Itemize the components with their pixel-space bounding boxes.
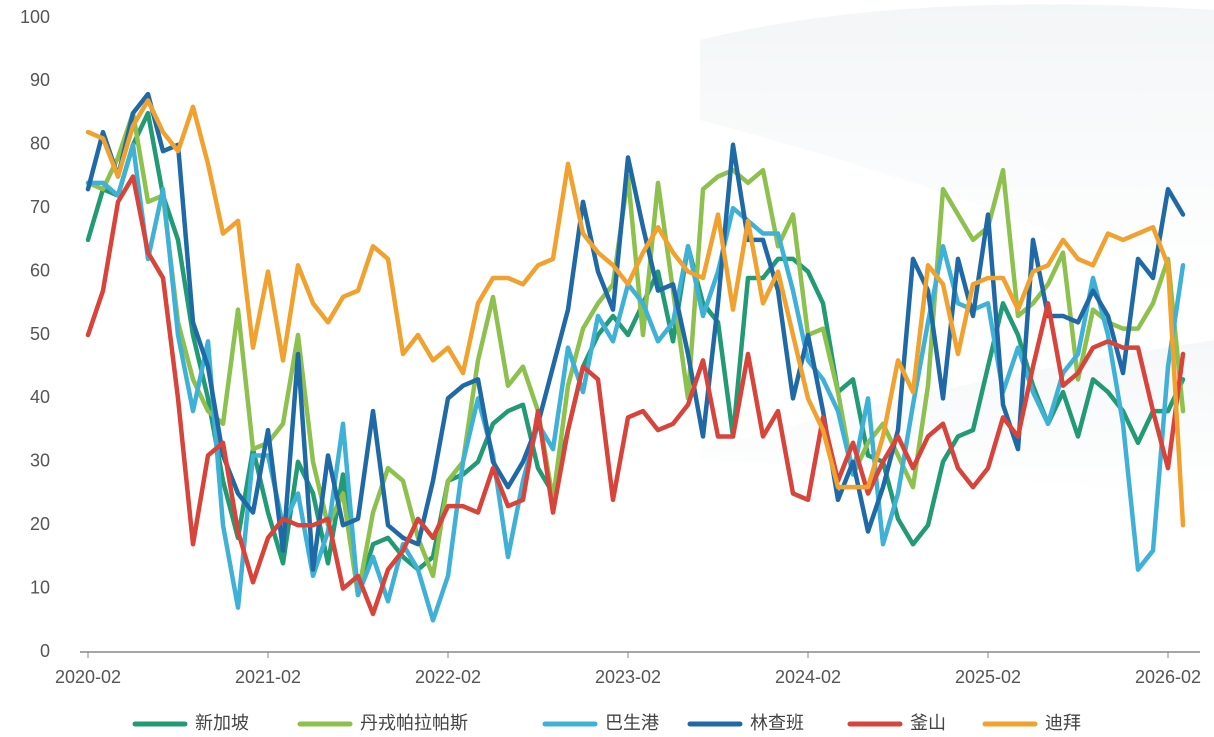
legend-label: 新加坡 (195, 713, 249, 733)
y-tick-label: 70 (30, 197, 50, 217)
x-tick-label: 2022-02 (415, 667, 481, 687)
series-line (85, 91, 1186, 572)
legend-label: 巴生港 (605, 713, 659, 733)
series-line (85, 98, 1186, 528)
legend-label: 林查班 (750, 713, 804, 733)
y-tick-label: 80 (30, 134, 50, 154)
x-tick-label: 2020-02 (55, 667, 121, 687)
y-tick-label: 60 (30, 260, 50, 280)
x-tick-label: 2021-02 (235, 667, 301, 687)
legend-label: 迪拜 (1045, 713, 1081, 733)
x-tick-label: 2025-02 (955, 667, 1021, 687)
y-tick-label: 0 (40, 641, 50, 661)
y-tick-label: 40 (30, 387, 50, 407)
legend-label: 釜山 (910, 713, 946, 733)
y-tick-label: 100 (20, 7, 50, 27)
x-tick-label: 2026-02 (1135, 667, 1201, 687)
x-tick-label: 2024-02 (775, 667, 841, 687)
y-tick-label: 30 (30, 451, 50, 471)
background-decoration (700, 340, 1214, 500)
legend-label: 丹戎帕拉帕斯 (360, 713, 468, 733)
background-decoration (700, 4, 1214, 301)
y-tick-label: 10 (30, 577, 50, 597)
y-tick-label: 20 (30, 514, 50, 534)
x-tick-label: 2023-02 (595, 667, 661, 687)
y-tick-label: 50 (30, 324, 50, 344)
series-line (85, 110, 1186, 598)
series-line (85, 174, 1186, 617)
y-tick-label: 90 (30, 70, 50, 90)
